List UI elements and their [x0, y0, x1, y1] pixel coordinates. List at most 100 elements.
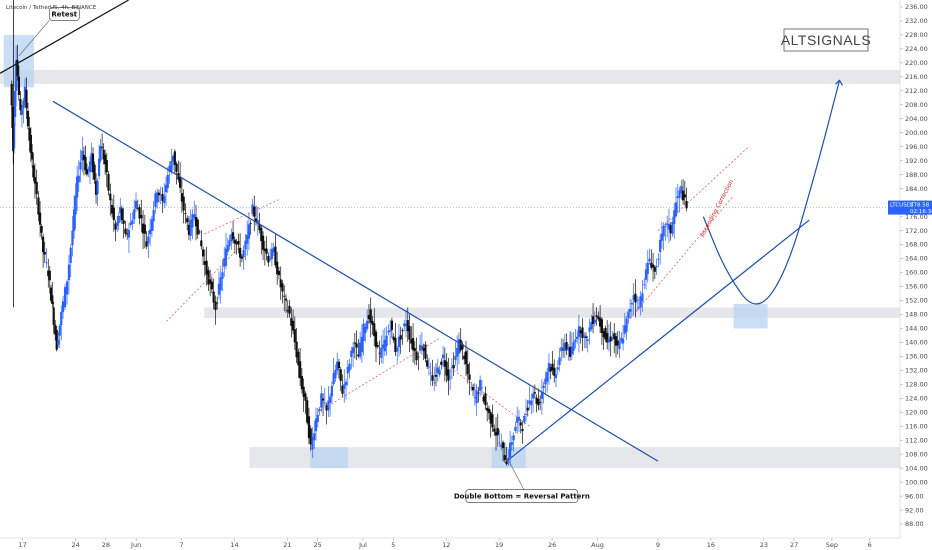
x-tick-label: 21 [283, 541, 291, 549]
candle-body [54, 324, 57, 335]
candle-body [433, 382, 436, 384]
candle-body [246, 234, 249, 244]
y-tick-label: 164.00 [905, 255, 928, 263]
candle-body [258, 223, 261, 231]
candle-body [482, 396, 485, 402]
candle-body [336, 361, 339, 371]
candle-body [632, 295, 635, 300]
candle-body [676, 196, 679, 199]
candle-body [306, 400, 309, 423]
candle-body [396, 347, 399, 352]
y-tick-label: 216.00 [905, 73, 928, 81]
candle-body [143, 224, 146, 234]
candle-body [122, 220, 125, 224]
candle-body [403, 323, 406, 327]
candle-body [551, 363, 554, 371]
candle-body [166, 174, 169, 189]
candle-body [114, 223, 117, 230]
x-tick-label: 5 [391, 541, 395, 549]
y-tick-label: 156.00 [905, 283, 928, 291]
annotation-double-bottom: Double Bottom = Reversal Pattern [454, 493, 590, 501]
candle-body [49, 287, 53, 301]
candle-body [493, 428, 496, 432]
candle-body [470, 387, 473, 389]
candle-body [79, 161, 82, 170]
candle-body [198, 231, 201, 233]
y-tick-label: 112.00 [905, 436, 928, 444]
trendline-ascending-trend [506, 219, 810, 462]
candle-body [507, 457, 510, 461]
candle-body [360, 336, 363, 353]
candle-body [392, 336, 395, 341]
candle-body [240, 256, 243, 259]
candle-body [91, 153, 95, 173]
y-tick-label: 160.00 [905, 269, 928, 277]
candle-body [452, 364, 455, 369]
candle-body [127, 229, 131, 238]
candle-body [410, 339, 413, 344]
candle-body [609, 336, 612, 342]
x-tick-label: 24 [71, 541, 79, 549]
candle-body [207, 270, 210, 285]
candle-body [510, 442, 513, 445]
candle-body [194, 216, 198, 227]
y-tick-label: 92.00 [905, 506, 924, 514]
candle-body [611, 338, 614, 340]
y-tick-label: 208.00 [905, 101, 928, 109]
candle-body [466, 364, 469, 375]
candle-body [411, 338, 415, 351]
candle-body [200, 240, 203, 247]
candle-body [269, 258, 272, 260]
candle-body [531, 393, 535, 399]
candle-body [230, 234, 233, 242]
x-tick-label: Jun [130, 541, 141, 549]
candle-body [429, 372, 432, 374]
x-tick-label: 28 [102, 541, 110, 549]
candle-body [63, 287, 67, 308]
candle-body [170, 161, 173, 172]
candle-body [572, 342, 575, 351]
y-tick-label: 120.00 [905, 408, 928, 416]
candle-body [221, 272, 224, 279]
candle-body [526, 407, 529, 411]
candle-body [660, 233, 663, 241]
candle-body [505, 461, 508, 465]
candle-body [471, 386, 475, 391]
candle-body [339, 369, 342, 381]
candle-body [311, 436, 314, 450]
candle-body [512, 435, 515, 441]
candle-body [480, 387, 483, 389]
candle-body [343, 384, 346, 389]
candle-body [171, 155, 175, 162]
candle-body [380, 347, 383, 358]
x-tick-label: 25 [314, 541, 322, 549]
candle-body [591, 316, 595, 324]
candle-body [141, 223, 145, 234]
x-tick-label: 12 [442, 541, 450, 549]
candle-body [369, 309, 372, 323]
candle-body [463, 355, 466, 360]
candle-body [364, 326, 367, 333]
candle-body [217, 283, 221, 295]
candle-body [116, 222, 119, 226]
candle-body [157, 192, 161, 196]
candle-body [637, 307, 641, 308]
double-bottom-pointer [508, 461, 525, 490]
candle-body [184, 213, 187, 214]
candle-body [159, 194, 162, 196]
candle-body [659, 239, 662, 252]
candle-body [373, 323, 376, 337]
candle-body [636, 299, 639, 301]
candle-body [618, 341, 621, 350]
x-tick-label: 26 [548, 541, 556, 549]
channel-line [657, 146, 749, 231]
candle-body [58, 325, 61, 336]
candle-body [226, 245, 229, 252]
channel-line [627, 195, 734, 322]
candle-body [251, 204, 254, 214]
highlight-box [310, 447, 348, 469]
candle-body [674, 202, 678, 217]
candle-body [378, 352, 381, 354]
candle-body [179, 176, 182, 188]
